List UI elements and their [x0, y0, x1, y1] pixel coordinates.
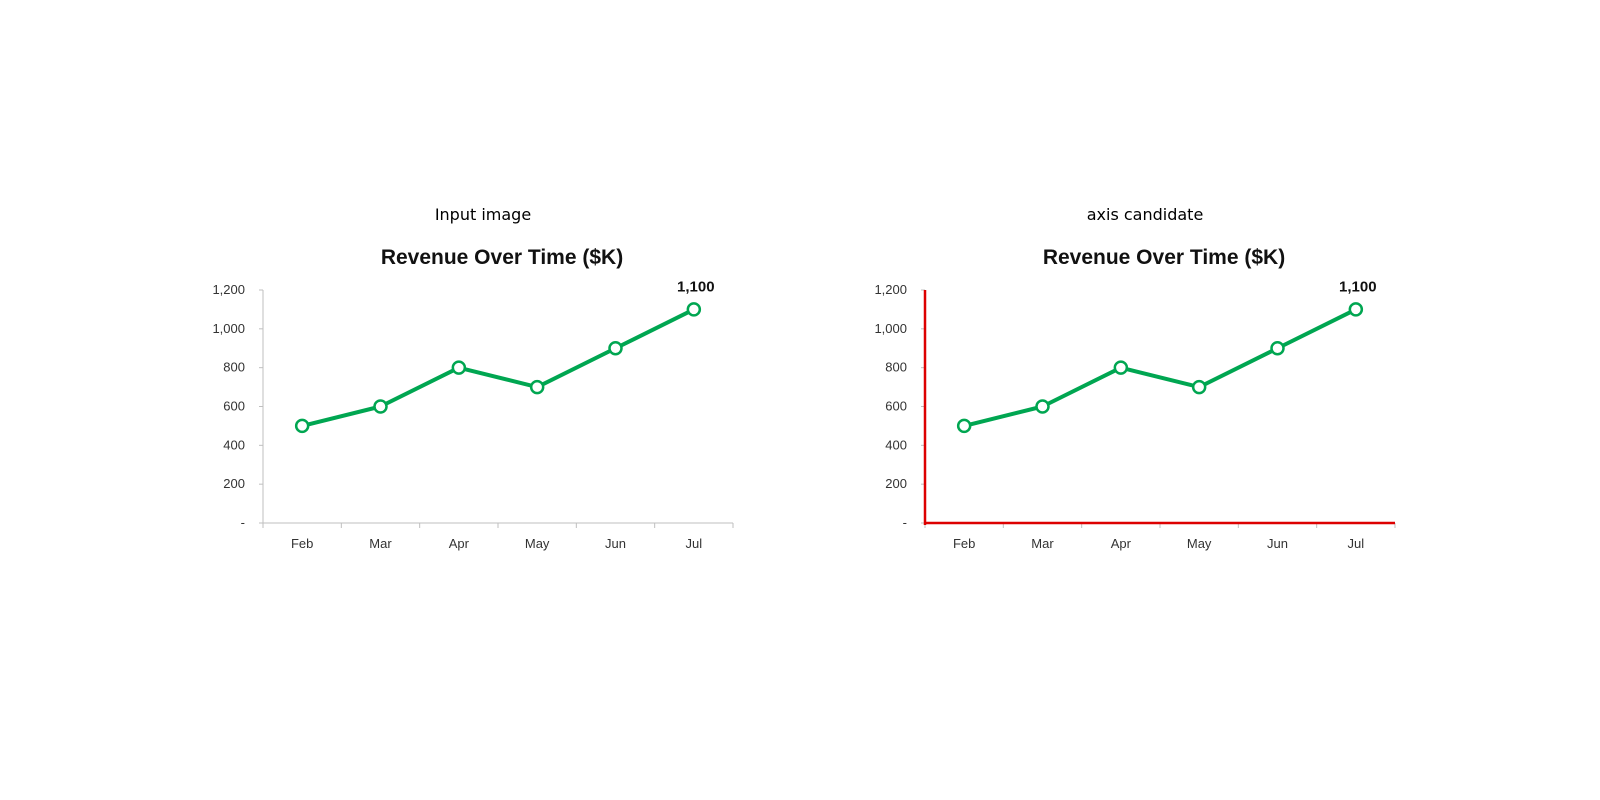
y-tick-label: 800 [885, 360, 907, 375]
x-tick-label: Apr [1111, 536, 1132, 551]
data-point [529, 379, 545, 395]
data-point [1348, 302, 1364, 317]
data-point [451, 360, 467, 375]
data-point [608, 341, 623, 356]
x-tick-label: Feb [953, 536, 975, 551]
data-point [294, 418, 310, 434]
line-chart: Revenue Over Time ($K) - 200 400 600 800 1,000… [874, 246, 1396, 551]
y-tick-label: 1,000 [212, 321, 245, 336]
x-tick-label: Apr [449, 536, 470, 551]
y-tick-label: 200 [885, 476, 907, 491]
y-tick-label: 400 [223, 437, 245, 452]
data-label: 1,100 [1339, 278, 1377, 295]
data-point [1270, 341, 1285, 356]
panel-axis-candidate: axis candidate Revenue Over Time ($K) - 20… [795, 0, 1495, 800]
x-tick-label: May [525, 536, 550, 551]
panel-input-image: Input image Revenue Over Time ($K) - 200 40… [133, 0, 833, 800]
y-tick-label: 1,200 [212, 282, 245, 297]
x-tick-label: Feb [291, 536, 313, 551]
x-tick-label: Jul [1348, 536, 1365, 551]
data-point [686, 302, 702, 317]
y-tick-label: 800 [223, 360, 245, 375]
y-tick-label: 400 [885, 437, 907, 452]
panel-caption: axis candidate [1086, 205, 1204, 224]
series-line [301, 307, 695, 428]
y-tick-label: - [241, 515, 245, 530]
panel-caption: Input image [434, 205, 532, 224]
data-point [956, 418, 972, 434]
x-tick-label: Jun [605, 536, 626, 551]
data-point [1035, 399, 1050, 414]
y-tick-label: 1,200 [874, 282, 907, 297]
y-tick-label: 600 [885, 399, 907, 414]
chart-title: Revenue Over Time ($K) [381, 246, 623, 269]
y-tick-label: 200 [223, 476, 245, 491]
y-tick-label: 600 [223, 399, 245, 414]
data-point [1113, 360, 1129, 375]
y-tick-label: 1,000 [874, 321, 907, 336]
series-line [963, 307, 1357, 428]
line-chart: Revenue Over Time ($K) - 200 400 600 800 1,000… [212, 246, 734, 551]
x-tick-label: Mar [1031, 536, 1054, 551]
y-tick-label: - [903, 515, 907, 530]
x-tick-label: Mar [369, 536, 392, 551]
data-point [1191, 379, 1207, 395]
data-label: 1,100 [677, 278, 715, 295]
x-tick-label: May [1187, 536, 1212, 551]
x-tick-label: Jun [1267, 536, 1288, 551]
x-tick-label: Jul [686, 536, 703, 551]
data-point [373, 399, 388, 414]
chart-title: Revenue Over Time ($K) [1043, 246, 1285, 269]
